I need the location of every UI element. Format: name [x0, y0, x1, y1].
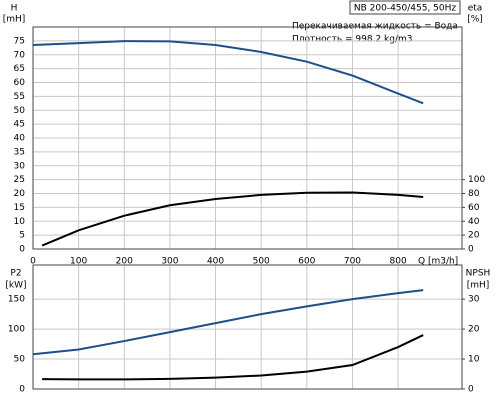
y-tick-label: 40: [14, 134, 26, 144]
y-axis-unit: [kW]: [5, 281, 26, 291]
y-tick-label: 0: [19, 385, 25, 395]
y-tick-label: 65: [14, 64, 25, 74]
y-tick-label: 10: [14, 217, 26, 227]
y-tick-label: 100: [8, 325, 25, 335]
y-tick-label: 60: [14, 78, 26, 88]
y2-tick-label: 100: [468, 175, 485, 185]
x-tick-label: 0: [30, 257, 36, 267]
x-axis-label: Q [m3/h]: [418, 257, 458, 267]
y-tick-label: 45: [14, 120, 25, 130]
plot-frame: [32, 26, 463, 250]
y2-tick-label: 30: [468, 295, 480, 305]
x-tick-label: 600: [298, 257, 315, 267]
y-tick-label: 5: [19, 231, 25, 241]
y-tick-label: 15: [14, 203, 25, 213]
y2-axis-unit: [%]: [467, 15, 483, 25]
x-tick-label: 700: [344, 257, 361, 267]
y2-axis-unit: [mH]: [467, 281, 490, 291]
x-tick-label: 300: [161, 257, 178, 267]
y-axis-label: H: [11, 4, 18, 14]
y-tick-label: 50: [14, 355, 26, 365]
y2-tick-label: 40: [468, 217, 480, 227]
curve: [32, 289, 424, 356]
x-tick-label: 800: [390, 257, 407, 267]
y2-tick-label: 20: [468, 231, 480, 241]
y-tick-label: 0: [19, 245, 25, 255]
y-tick-label: 70: [14, 50, 26, 60]
y-tick-label: 150: [8, 295, 25, 305]
y2-tick-label: 0: [468, 245, 474, 255]
x-tick-label: 500: [253, 257, 270, 267]
plot-frame: [32, 264, 463, 390]
x-tick-label: 400: [207, 257, 224, 267]
y2-tick-label: 10: [468, 355, 480, 365]
chart-title: NB 200-450/455, 50Hz: [354, 4, 457, 14]
x-tick-label: 100: [70, 257, 87, 267]
y2-tick-label: 80: [468, 189, 480, 199]
y-tick-label: 30: [14, 161, 26, 171]
x-tick-label: 200: [116, 257, 133, 267]
y-tick-label: 55: [14, 92, 25, 102]
y-axis-unit: [mH]: [3, 15, 26, 25]
y-tick-label: 25: [14, 175, 25, 185]
y-tick-label: 35: [14, 147, 25, 157]
curve: [41, 191, 424, 247]
y-tick-label: 50: [14, 106, 26, 116]
y2-tick-label: 0: [468, 385, 474, 395]
y2-tick-label: 20: [468, 325, 480, 335]
y2-tick-label: 60: [468, 203, 480, 213]
y2-axis-label: eta: [468, 4, 483, 14]
y-tick-label: 20: [14, 189, 26, 199]
y-tick-label: 75: [14, 36, 25, 46]
title-box: [349, 0, 461, 15]
y2-axis-label: NPSH: [466, 269, 491, 279]
curve: [32, 40, 424, 105]
y-axis-label: P2: [10, 269, 21, 279]
curve: [42, 334, 424, 381]
